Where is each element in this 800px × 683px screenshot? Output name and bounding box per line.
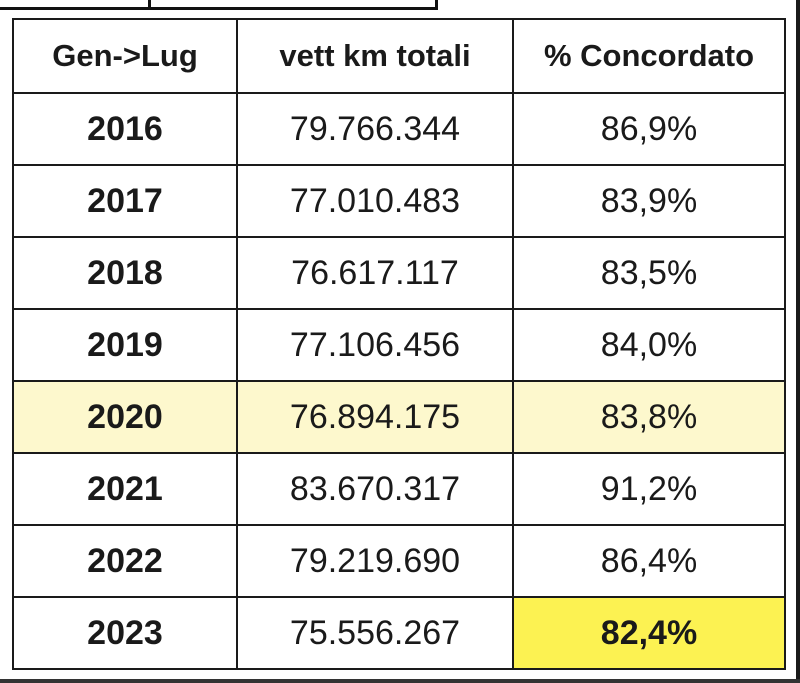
percent-cell-highlighted: 82,4% [512, 596, 786, 670]
km-cell: 75.556.267 [236, 596, 514, 670]
percent-cell: 86,9% [512, 92, 786, 166]
year-cell: 2016 [12, 92, 238, 166]
km-cell: 77.106.456 [236, 308, 514, 382]
table-row: 2017 77.010.483 83,9% [12, 164, 786, 238]
cropped-table-edge [0, 0, 800, 10]
table-row: 2018 76.617.117 83,5% [12, 236, 786, 310]
header-vehicle-km: vett km totali [236, 18, 514, 94]
percent-cell: 83,9% [512, 164, 786, 238]
frame-border-bottom [0, 679, 800, 683]
percent-cell: 91,2% [512, 452, 786, 526]
table-row: 2023 75.556.267 82,4% [12, 596, 786, 670]
year-cell: 2021 [12, 452, 238, 526]
percent-cell: 86,4% [512, 524, 786, 598]
header-period: Gen->Lug [12, 18, 238, 94]
km-cell: 79.219.690 [236, 524, 514, 598]
cropped-cell [148, 0, 438, 10]
km-cell: 77.010.483 [236, 164, 514, 238]
percent-cell: 83,8% [512, 380, 786, 454]
year-cell: 2019 [12, 308, 238, 382]
year-cell: 2020 [12, 380, 238, 454]
km-cell: 76.894.175 [236, 380, 514, 454]
year-cell: 2017 [12, 164, 238, 238]
header-row: Gen->Lug vett km totali % Concordato [12, 18, 786, 94]
percent-cell: 83,5% [512, 236, 786, 310]
year-cell: 2023 [12, 596, 238, 670]
km-cell: 76.617.117 [236, 236, 514, 310]
header-agreed-percent: % Concordato [512, 18, 786, 94]
cropped-cell [0, 0, 148, 10]
table-row: 2022 79.219.690 86,4% [12, 524, 786, 598]
frame-border-right [796, 0, 800, 683]
year-cell: 2018 [12, 236, 238, 310]
percent-cell: 84,0% [512, 308, 786, 382]
year-cell: 2022 [12, 524, 238, 598]
data-table: Gen->Lug vett km totali % Concordato 201… [12, 18, 786, 670]
table-row: 2021 83.670.317 91,2% [12, 452, 786, 526]
table-row-highlighted: 2020 76.894.175 83,8% [12, 380, 786, 454]
km-cell: 83.670.317 [236, 452, 514, 526]
table-row: 2016 79.766.344 86,9% [12, 92, 786, 166]
km-cell: 79.766.344 [236, 92, 514, 166]
table-row: 2019 77.106.456 84,0% [12, 308, 786, 382]
